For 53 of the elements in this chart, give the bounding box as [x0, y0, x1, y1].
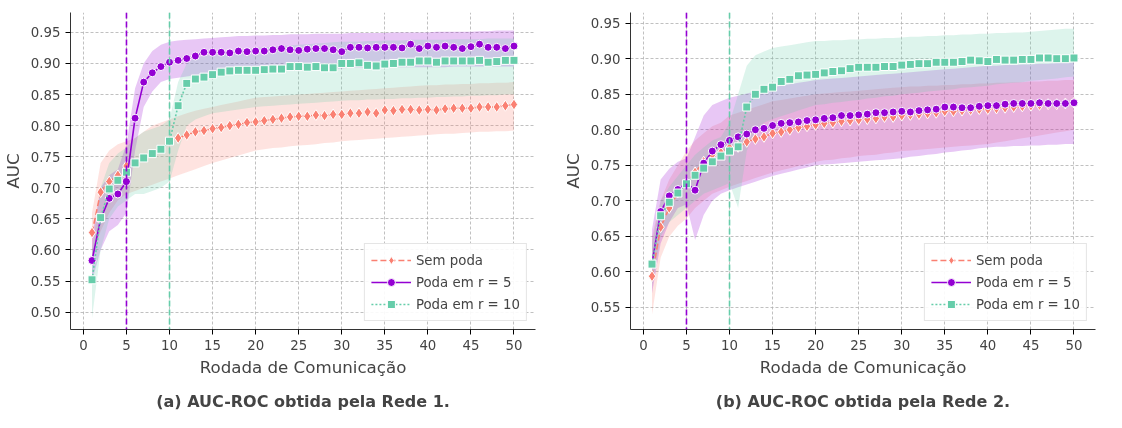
legend-label: Poda em r = 5 [415, 274, 512, 290]
y-tick-label: 0.90 [590, 51, 621, 67]
legend-label: Poda em r = 10 [975, 296, 1080, 312]
x-tick-label: 10 [721, 337, 739, 353]
y-axis-title: AUC [563, 153, 583, 189]
y-tick-label: 0.80 [30, 118, 61, 134]
y-tick-label: 0.70 [590, 193, 621, 209]
y-tick-label: 0.85 [590, 87, 621, 103]
y-axis-title: AUC [3, 153, 23, 189]
x-tick-label: 40 [979, 337, 997, 353]
x-tick-label: 30 [893, 337, 911, 353]
y-tick-label: 0.50 [30, 305, 61, 321]
y-tick-label: 0.90 [30, 56, 61, 72]
x-tick-label: 45 [462, 337, 480, 353]
text: (a) AUC-ROC obtida pela Rede 1. [156, 391, 450, 411]
legend-label: Sem poda [975, 252, 1044, 268]
x-tick-label: 45 [1022, 337, 1040, 353]
x-tick-label: 20 [247, 337, 265, 353]
y-tick-label: 0.60 [590, 264, 621, 280]
x-tick-label: 35 [376, 337, 394, 353]
x-tick-label: 25 [290, 337, 308, 353]
x-tick-label: 30 [333, 337, 351, 353]
y-tick-label: 0.65 [30, 211, 61, 227]
x-tick-label: 15 [764, 337, 782, 353]
y-tick-label: 0.75 [30, 149, 61, 165]
x-tick-label: 25 [850, 337, 868, 353]
y-tick-label: 0.80 [590, 122, 621, 138]
x-tick-label: 20 [807, 337, 825, 353]
y-tick-label: 0.55 [590, 300, 621, 316]
y-tick-label: 0.85 [30, 87, 61, 103]
x-tick-label: 50 [505, 337, 523, 353]
y-tick-label: 0.95 [590, 16, 621, 32]
x-tick-label: 40 [419, 337, 437, 353]
x-tick-label: 10 [161, 337, 179, 353]
y-tick-label: 0.65 [590, 229, 621, 245]
x-tick-label: 0 [639, 337, 648, 353]
y-tick-label: 0.60 [30, 242, 61, 258]
y-tick-label: 0.70 [30, 180, 61, 196]
x-tick-label: 0 [79, 337, 88, 353]
legend-label: Poda em r = 10 [415, 296, 520, 312]
y-tick-label: 0.95 [30, 25, 61, 41]
y-tick-label: 0.75 [590, 158, 621, 174]
x-tick-label: 5 [122, 337, 131, 353]
x-axis-title: Rodada de Comunicação [199, 357, 407, 377]
legend-label: Sem poda [415, 252, 484, 268]
x-tick-label: 50 [1065, 337, 1083, 353]
x-tick-label: 15 [204, 337, 222, 353]
x-axis-title: Rodada de Comunicação [759, 357, 967, 377]
legend-label: Poda em r = 5 [975, 274, 1072, 290]
x-tick-label: 5 [682, 337, 691, 353]
y-tick-label: 0.55 [30, 274, 61, 290]
text: (b) AUC-ROC obtida pela Rede 2. [715, 391, 1011, 411]
x-tick-label: 35 [936, 337, 954, 353]
